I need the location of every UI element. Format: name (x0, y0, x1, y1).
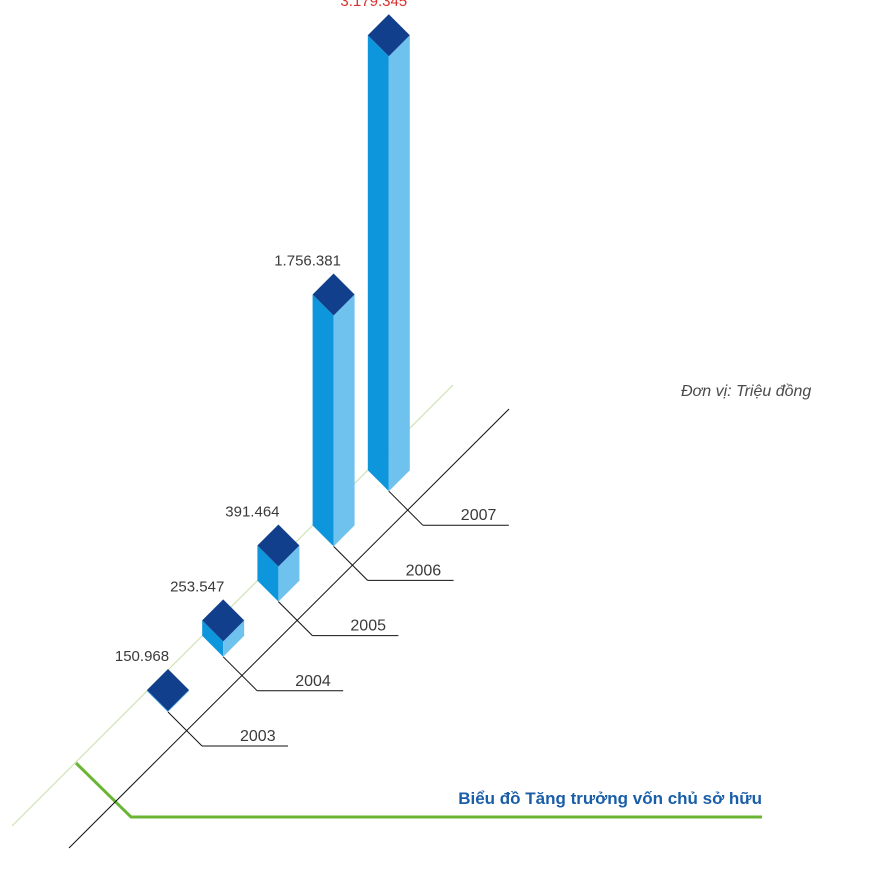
value-label: 150.968 (115, 648, 169, 665)
year-connector (333, 546, 368, 581)
chart-title: Biểu đồ Tăng trưởng vốn chủ sở hữu (458, 789, 762, 808)
bar-side-face (168, 690, 189, 712)
year-connector (278, 601, 313, 636)
bar-top-face (367, 14, 410, 57)
bar-top-face (147, 669, 189, 711)
value-label: 1.756.381 (274, 252, 341, 269)
unit-label: Đơn vị: Triệu đồng (681, 383, 811, 400)
bar-front-face (312, 294, 334, 547)
year-connectors (167, 490, 509, 747)
year-label: 2005 (350, 618, 386, 635)
title-underline (74, 761, 762, 819)
value-label: 391.464 (225, 503, 279, 520)
bar-top-face (202, 599, 245, 642)
year-connector (167, 711, 203, 747)
bar-top-face (257, 524, 300, 567)
labels: 2003 150.968 2004 253.547 2005 391.464 2006 1.7… (115, 0, 497, 745)
bar-side-face (278, 545, 300, 602)
year-label: 2007 (461, 507, 497, 524)
bar-side-face (333, 294, 355, 547)
year-connector (388, 490, 424, 526)
bar-front-face (257, 545, 279, 602)
value-label: 253.547 (170, 578, 224, 595)
bar-side-face (223, 620, 245, 657)
bar-top-face (312, 273, 355, 316)
value-label: 3.179.345 (340, 0, 407, 10)
year-connector (222, 656, 258, 692)
year-label: 2004 (295, 673, 331, 690)
bars (147, 14, 410, 712)
x-axis-line (68, 408, 510, 849)
bar-side-face (388, 35, 410, 492)
year-label: 2003 (240, 728, 276, 745)
bar-front-face (147, 690, 168, 712)
year-label: 2006 (406, 562, 442, 579)
bar-front-face (202, 620, 224, 657)
bar-front-face (367, 35, 389, 492)
